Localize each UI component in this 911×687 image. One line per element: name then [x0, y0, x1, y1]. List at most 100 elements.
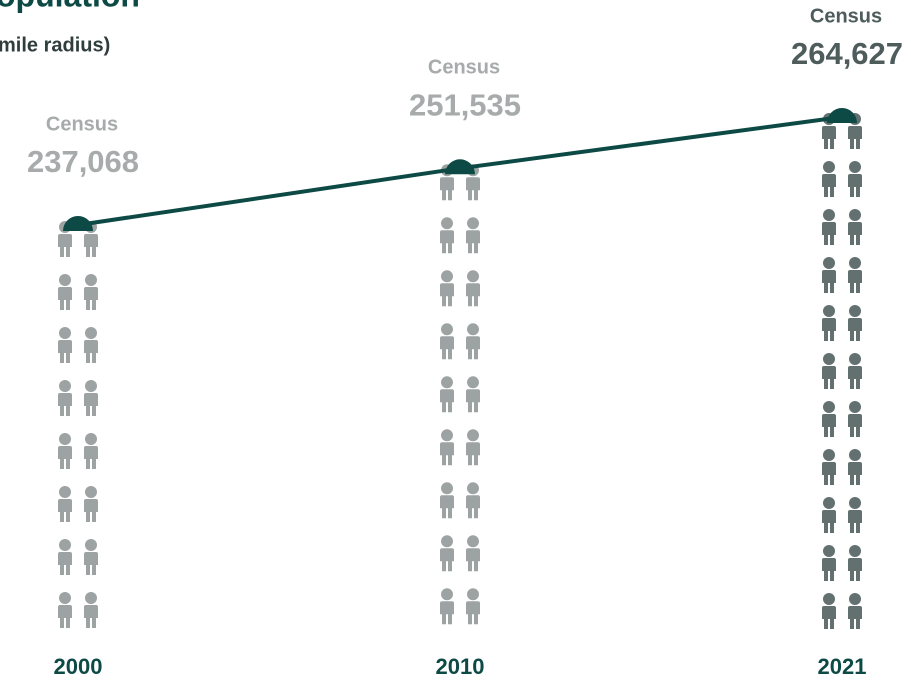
person-body [822, 270, 836, 293]
person-head [59, 486, 71, 498]
point-marker [63, 216, 93, 231]
person-body [440, 230, 454, 254]
person-head [849, 161, 861, 173]
person-head [823, 353, 835, 365]
person-body [848, 270, 862, 293]
person-head [849, 545, 861, 557]
person-head [823, 305, 835, 317]
person-head [85, 327, 97, 339]
person-body [84, 499, 98, 522]
point-label: Census [46, 113, 118, 135]
person-body [466, 283, 480, 307]
person-body [848, 606, 862, 629]
person-head [59, 274, 71, 286]
person-body [84, 446, 98, 469]
person-body [466, 601, 480, 625]
person-body [822, 366, 836, 389]
person-body [84, 552, 98, 575]
person-body [440, 336, 454, 360]
person-body [466, 177, 480, 201]
person-head [85, 380, 97, 392]
person-body [440, 495, 454, 519]
person-body [848, 174, 862, 197]
chart-title: opulation [0, 0, 140, 13]
person-body [822, 606, 836, 629]
person-body [84, 234, 98, 257]
person-head [85, 486, 97, 498]
person-body [440, 283, 454, 307]
person-head [849, 257, 861, 269]
point-marker [445, 159, 475, 175]
person-body [58, 393, 72, 416]
person-body [848, 318, 862, 341]
person-body [58, 287, 72, 310]
person-body [84, 393, 98, 416]
person-head [467, 588, 479, 601]
person-head [441, 270, 453, 283]
icon-column [822, 113, 862, 629]
person-body [440, 548, 454, 572]
person-head [467, 323, 479, 336]
person-body [440, 177, 454, 201]
person-body [822, 510, 836, 533]
person-body [84, 340, 98, 363]
person-head [823, 545, 835, 557]
person-head [467, 482, 479, 495]
person-head [85, 592, 97, 604]
person-head [849, 209, 861, 221]
value-label: 237,068 [27, 144, 139, 179]
person-head [849, 497, 861, 509]
person-head [467, 429, 479, 442]
x-tick-label: 2010 [436, 654, 485, 679]
person-head [59, 539, 71, 551]
person-head [441, 217, 453, 230]
person-body [822, 318, 836, 341]
person-body [440, 389, 454, 413]
person-head [441, 588, 453, 601]
person-head [467, 535, 479, 548]
point-label: Census [810, 5, 882, 27]
person-body [822, 126, 836, 149]
person-head [467, 217, 479, 230]
person-head [849, 305, 861, 317]
person-body [84, 605, 98, 628]
value-label: 264,627 [791, 36, 903, 71]
person-body [848, 462, 862, 485]
person-head [59, 592, 71, 604]
person-head [849, 449, 861, 461]
person-head [441, 482, 453, 495]
x-tick-label: 2000 [54, 654, 103, 679]
person-head [85, 274, 97, 286]
person-head [823, 593, 835, 605]
person-head [823, 449, 835, 461]
icon-column [58, 221, 98, 628]
person-head [467, 270, 479, 283]
person-body [58, 446, 72, 469]
person-body [466, 389, 480, 413]
person-head [467, 376, 479, 389]
person-head [823, 257, 835, 269]
value-label: 251,535 [409, 87, 521, 122]
person-body [466, 336, 480, 360]
person-body [466, 442, 480, 466]
person-body [848, 558, 862, 581]
person-head [441, 323, 453, 336]
person-body [822, 222, 836, 245]
person-body [466, 230, 480, 254]
person-head [823, 401, 835, 413]
person-body [822, 414, 836, 437]
person-head [59, 380, 71, 392]
person-head [849, 593, 861, 605]
person-body [848, 366, 862, 389]
person-body [848, 414, 862, 437]
person-head [849, 401, 861, 413]
person-body [440, 601, 454, 625]
person-head [85, 433, 97, 445]
person-body [822, 462, 836, 485]
person-body [822, 558, 836, 581]
person-body [58, 234, 72, 257]
person-body [58, 499, 72, 522]
person-head [441, 429, 453, 442]
person-body [440, 442, 454, 466]
person-head [441, 376, 453, 389]
